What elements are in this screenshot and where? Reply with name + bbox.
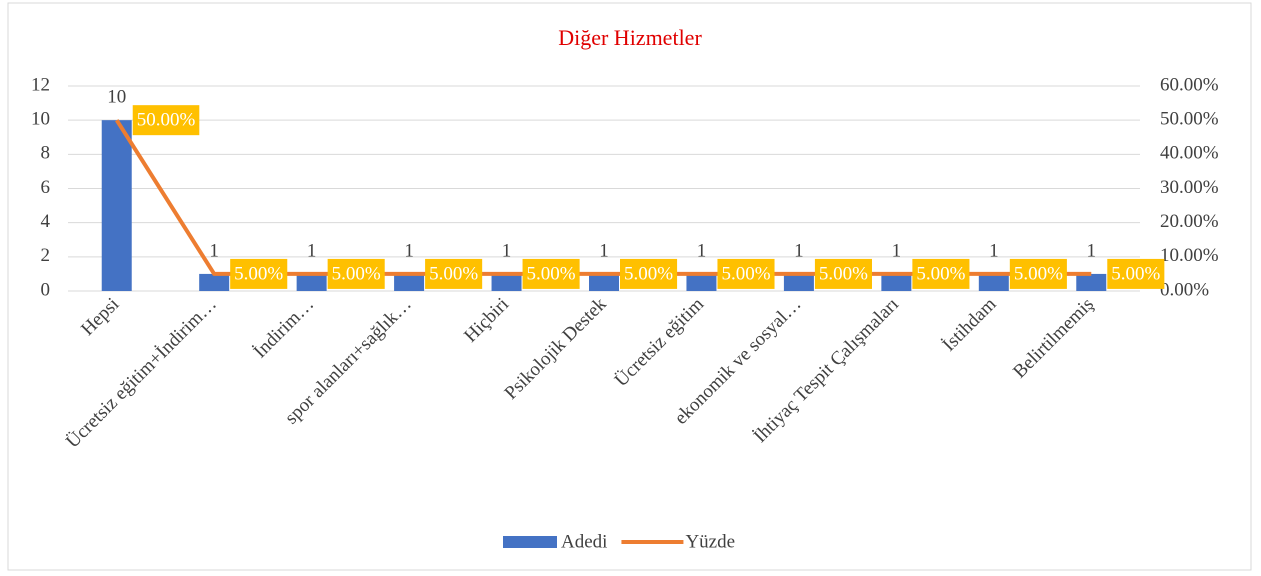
y-tick-label: 0: [41, 279, 51, 300]
bar-label: 1: [209, 240, 219, 261]
line-label: 50.00%: [132, 105, 200, 136]
legend-label: Yüzde: [685, 531, 735, 552]
bar: [1076, 273, 1107, 291]
bar: [101, 120, 132, 292]
y-tick-label: 10: [31, 109, 50, 130]
line-label-text: 5.00%: [332, 263, 381, 284]
line-label-box: [327, 258, 385, 289]
y2-tick-label: 30.00%: [1160, 177, 1219, 198]
line-label-text: 5.00%: [429, 263, 478, 284]
line-label-box: [425, 258, 483, 289]
line-label-text: 5.00%: [916, 263, 965, 284]
line-label-box: [1009, 258, 1067, 289]
line-label: 5.00%: [522, 258, 580, 289]
line-label-text: 5.00%: [819, 263, 868, 284]
legend-swatch: [503, 536, 557, 548]
line-label-text: 5.00%: [721, 263, 770, 284]
legend-label: Adedi: [561, 531, 607, 552]
line-label: 5.00%: [425, 258, 483, 289]
line-label: 5.00%: [912, 258, 970, 289]
bar-label: 1: [599, 240, 609, 261]
y2-tick-label: 0.00%: [1160, 279, 1209, 300]
line-label-box: [230, 258, 288, 289]
bar: [199, 273, 230, 291]
line-label-text: 5.00%: [1111, 263, 1160, 284]
line-label: 5.00%: [717, 258, 775, 289]
bar: [491, 273, 522, 291]
bar-label: 1: [1087, 240, 1097, 261]
y2-tick-label: 60.00%: [1160, 74, 1219, 95]
bar: [978, 273, 1009, 291]
y-tick-label: 2: [41, 245, 51, 266]
bar-label: 1: [697, 240, 707, 261]
line-label: 5.00%: [230, 258, 288, 289]
bar: [296, 273, 327, 291]
bar-label: 1: [404, 240, 414, 261]
chart-title: Diğer Hizmetler: [558, 25, 702, 50]
bar-label: 10: [107, 87, 126, 108]
y-tick-label: 4: [41, 211, 51, 232]
line-label: 5.00%: [1009, 258, 1067, 289]
y-tick-label: 12: [31, 74, 50, 95]
line-label-text: 5.00%: [234, 263, 283, 284]
y2-tick-label: 50.00%: [1160, 109, 1219, 130]
line-label-box: [717, 258, 775, 289]
line-label: 5.00%: [620, 258, 678, 289]
bar: [394, 273, 425, 291]
line-label: 5.00%: [814, 258, 872, 289]
bar-label: 1: [502, 240, 512, 261]
line-label-box: [620, 258, 678, 289]
y2-tick-label: 40.00%: [1160, 143, 1219, 164]
line-label-box: [1107, 258, 1165, 289]
line-label-box: [132, 105, 200, 136]
bar: [881, 273, 912, 291]
line-label-box: [814, 258, 872, 289]
line-label-box: [912, 258, 970, 289]
line-label-text: 50.00%: [137, 110, 196, 131]
line-label-box: [522, 258, 580, 289]
bar-label: 1: [892, 240, 902, 261]
y2-tick-label: 10.00%: [1160, 245, 1219, 266]
line-label-text: 5.00%: [624, 263, 673, 284]
bar-label: 1: [794, 240, 804, 261]
line-label-text: 5.00%: [1014, 263, 1063, 284]
y-tick-label: 6: [41, 177, 51, 198]
y-tick-label: 8: [41, 143, 51, 164]
bar-label: 1: [307, 240, 317, 261]
bar: [686, 273, 717, 291]
line-label: 5.00%: [1107, 258, 1165, 289]
y2-tick-label: 20.00%: [1160, 211, 1219, 232]
bar: [589, 273, 619, 291]
bar: [783, 273, 814, 291]
bar-label: 1: [989, 240, 999, 261]
line-label-text: 5.00%: [527, 263, 576, 284]
line-label: 5.00%: [327, 258, 385, 289]
